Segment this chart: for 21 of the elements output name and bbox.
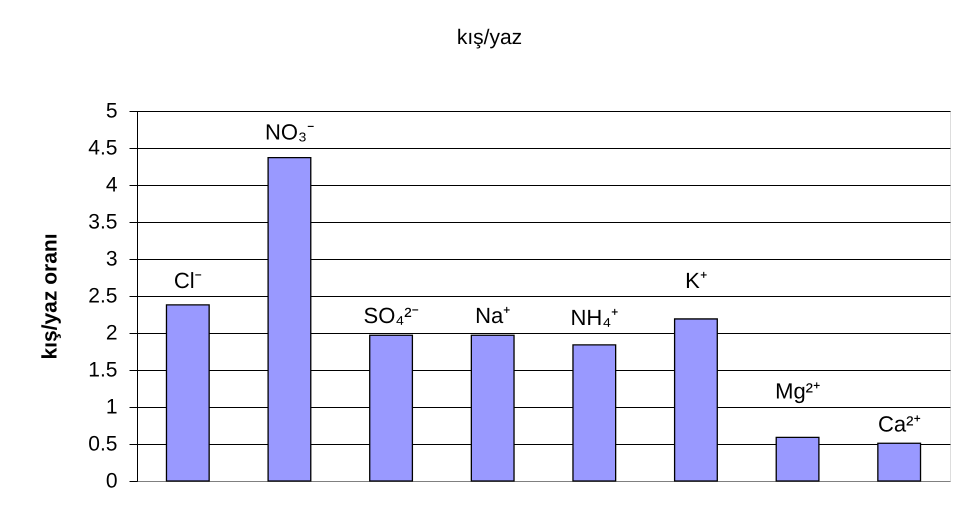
y-tick-label: 1.5 (88, 358, 118, 382)
y-tick-label: 0.5 (88, 432, 118, 456)
y-tick-label: 4.5 (88, 136, 118, 160)
x-tick-label: SO₄²⁻ (364, 303, 419, 328)
y-tick-label: 3 (106, 248, 118, 270)
y-tick-label: 2.5 (88, 284, 118, 308)
y-tick-label: 5 (106, 100, 118, 122)
y-axis-title: kış/yaz oranı (38, 233, 62, 360)
y-tick-label: 1 (106, 396, 118, 418)
x-tick-label: Ca²⁺ (878, 411, 920, 436)
x-tick-label: NH₄⁺ (570, 304, 618, 330)
x-tick-label: NO₃⁻ (264, 120, 314, 145)
x-tick-label: K⁺ (685, 268, 707, 293)
chart-title: kış/yaz (456, 26, 522, 49)
x-tick-label: Mg²⁺ (775, 378, 820, 404)
y-tick-label: 4 (106, 174, 118, 196)
x-tick-label: Cl⁻ (174, 268, 202, 293)
y-tick-label: 0 (106, 470, 118, 492)
y-tick-label: 2 (106, 322, 118, 344)
y-tick-label: 3.5 (88, 210, 118, 234)
x-tick-label: Na⁺ (475, 303, 510, 328)
